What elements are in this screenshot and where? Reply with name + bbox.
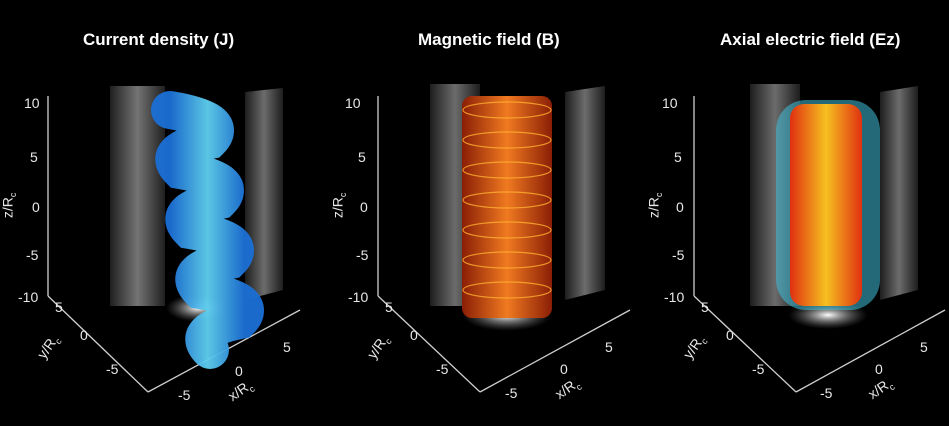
z-tick-5: 5 [358,149,366,165]
z-tick-10: 10 [662,95,678,111]
y-tick-neg5: -5 [752,361,765,377]
y-tick-neg5: -5 [106,361,119,377]
z-axis-label: z/Rc [0,193,18,219]
x-tick-neg5: -5 [178,387,191,403]
z-tick-neg10: -10 [664,289,685,305]
panel-magnetic-field [377,84,631,393]
z-axis-label-subscript: c [338,192,349,198]
z-tick-neg5: -5 [672,247,685,263]
y-tick-neg5: -5 [436,361,449,377]
x-tick-neg5: -5 [505,385,518,401]
z-tick-neg10: -10 [18,289,39,305]
z-tick-5: 5 [30,149,38,165]
z-axis-label-text: z/R [645,197,662,219]
efield-core [790,104,862,306]
y-tick-5: 5 [701,299,709,315]
field-line-rings [462,101,552,299]
z-axis-label-text: z/R [329,197,346,219]
z-axis-label-subscript: c [8,192,19,198]
z-axis-label-text: z/R [0,197,16,219]
z-axis-label-subscript: c [654,192,665,198]
axis-frame [693,96,946,393]
z-tick-neg5: -5 [356,247,369,263]
x-tick-5: 5 [283,339,291,355]
z-tick-10: 10 [345,95,361,111]
x-tick-0: 0 [875,361,883,377]
y-tick-0: 0 [726,327,734,343]
projection-wall-right [245,88,283,300]
z-tick-0: 0 [676,199,684,215]
x-tick-5: 5 [605,339,613,355]
panel-title-axial-electric-field: Axial electric field (Ez) [720,30,901,49]
projection-wall-right [565,86,605,300]
x-tick-5: 5 [920,339,928,355]
z-tick-neg10: -10 [348,289,369,305]
y-tick-0: 0 [80,327,88,343]
panel-title-current-density: Current density (J) [83,30,235,49]
y-tick-0: 0 [410,327,418,343]
panel-current-density [47,86,301,393]
panel-axial-electric-field [693,84,946,393]
z-tick-5: 5 [674,149,682,165]
x-tick-neg5: -5 [820,385,833,401]
current-helix-tube [151,91,264,369]
x-tick-0: 0 [560,361,568,377]
y-tick-5: 5 [385,299,393,315]
z-tick-10: 10 [24,95,40,111]
z-axis-label: z/Rc [329,193,348,219]
z-tick-neg5: -5 [26,247,39,263]
projection-wall-left [110,86,165,306]
z-tick-0: 0 [360,199,368,215]
magnetic-field-column [462,96,552,318]
y-tick-5: 5 [55,299,63,315]
z-axis-label: z/Rc [645,193,664,219]
z-tick-0: 0 [32,199,40,215]
axis-frame [377,96,631,393]
projection-wall-right [880,86,918,300]
panel-title-magnetic-field: Magnetic field (B) [418,30,560,49]
x-tick-0: 0 [235,363,243,379]
